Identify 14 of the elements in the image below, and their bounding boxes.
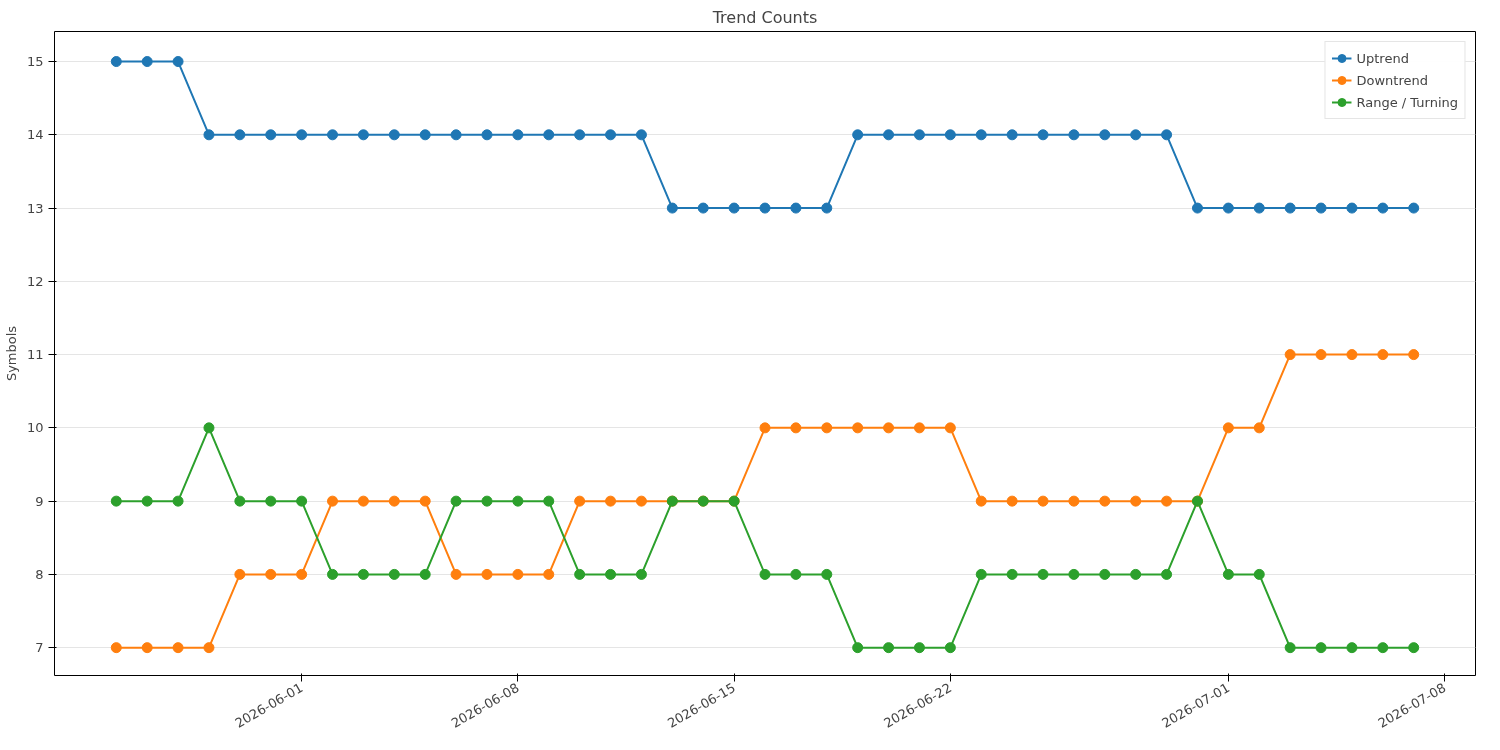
chart-title: Trend Counts: [711, 7, 818, 27]
y-tick-label: 12: [26, 273, 44, 289]
y-tick-label: 14: [26, 127, 44, 143]
legend-label: Range / Turning: [1356, 94, 1458, 110]
y-tick-label: 10: [26, 420, 44, 436]
y-tick-label: 11: [26, 347, 44, 363]
y-axis-title: Symbols: [3, 325, 19, 382]
y-tick-label: 7: [35, 640, 44, 656]
legend-label: Downtrend: [1356, 72, 1428, 88]
y-tick-label: 9: [35, 493, 44, 509]
y-tick-label: 13: [26, 200, 44, 216]
legend-label: Uptrend: [1356, 50, 1409, 66]
y-tick-label: 8: [35, 566, 44, 582]
y-tick-label: 15: [26, 54, 44, 70]
